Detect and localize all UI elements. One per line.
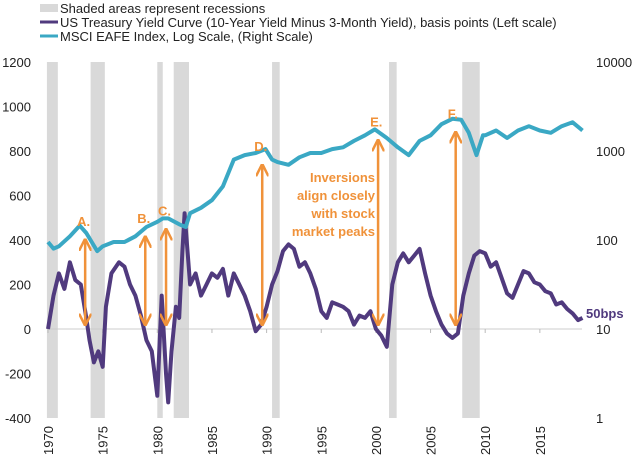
right-tick-label: 10	[596, 322, 610, 337]
end-label: 50bps	[586, 306, 624, 321]
peak-label: D.	[254, 139, 267, 154]
x-tick-label: 2015	[533, 426, 548, 455]
left-tick-label: -200	[5, 367, 31, 382]
note-line: market peaks	[292, 224, 375, 239]
peak-label: E.	[370, 114, 382, 129]
recession-band	[462, 62, 480, 418]
recession-band	[272, 62, 280, 418]
legend-recession-swatch	[40, 4, 58, 12]
note-line: align closely	[297, 188, 376, 203]
left-tick-label: 1000	[2, 100, 31, 115]
eafe-index-line	[46, 116, 584, 254]
right-tick-label: 100	[596, 233, 618, 248]
x-axis: 1970 1975 1980 1985 1990 1995 2000 2005 2010 2015	[41, 329, 548, 455]
peak-label: F.	[448, 106, 458, 121]
peak-label: B.	[137, 211, 150, 226]
left-tick-label: 0	[24, 322, 31, 337]
x-tick-label: 1975	[96, 426, 111, 455]
left-tick-label: 600	[9, 189, 31, 204]
left-axis: 1200 1000 800 600 400 200 0 -200 -400	[2, 55, 31, 426]
recession-band	[389, 62, 397, 418]
peak-label: C.	[158, 203, 171, 218]
note-line: with stock	[310, 206, 375, 221]
x-tick-label: 2010	[478, 426, 493, 455]
x-tick-label: 1990	[260, 426, 275, 455]
left-tick-label: 200	[9, 278, 31, 293]
x-tick-label: 1995	[314, 426, 329, 455]
right-tick-label: 1000	[596, 144, 625, 159]
peak-label: A.	[77, 214, 90, 229]
x-tick-label: 2000	[369, 426, 384, 455]
right-axis: 10000 1000 100 10 1	[596, 55, 632, 426]
left-tick-label: -400	[5, 411, 31, 426]
legend-label: US Treasury Yield Curve (10-Year Yield M…	[60, 15, 557, 30]
legend-label: MSCI EAFE Index, Log Scale, (Right Scale…	[60, 29, 313, 44]
series-lines	[46, 116, 584, 405]
right-tick-label: 1	[596, 411, 603, 426]
peak-arrows: A. B. C. D. E. F.	[77, 106, 458, 324]
annotation-note: Inversions align closely with stock market …	[292, 170, 376, 239]
x-tick-label: 1980	[150, 426, 165, 455]
left-tick-label: 800	[9, 144, 31, 159]
legend-label: Shaded areas represent recessions	[60, 1, 266, 16]
left-tick-label: 1200	[2, 55, 31, 70]
x-tick-label: 2005	[424, 426, 439, 455]
x-tick-label: 1970	[41, 426, 56, 455]
right-tick-label: 10000	[596, 55, 632, 70]
x-tick-label: 1985	[205, 426, 220, 455]
note-line: Inversions	[310, 170, 375, 185]
left-tick-label: 400	[9, 233, 31, 248]
recession-band	[46, 62, 58, 418]
yield-curve-line	[46, 211, 584, 405]
